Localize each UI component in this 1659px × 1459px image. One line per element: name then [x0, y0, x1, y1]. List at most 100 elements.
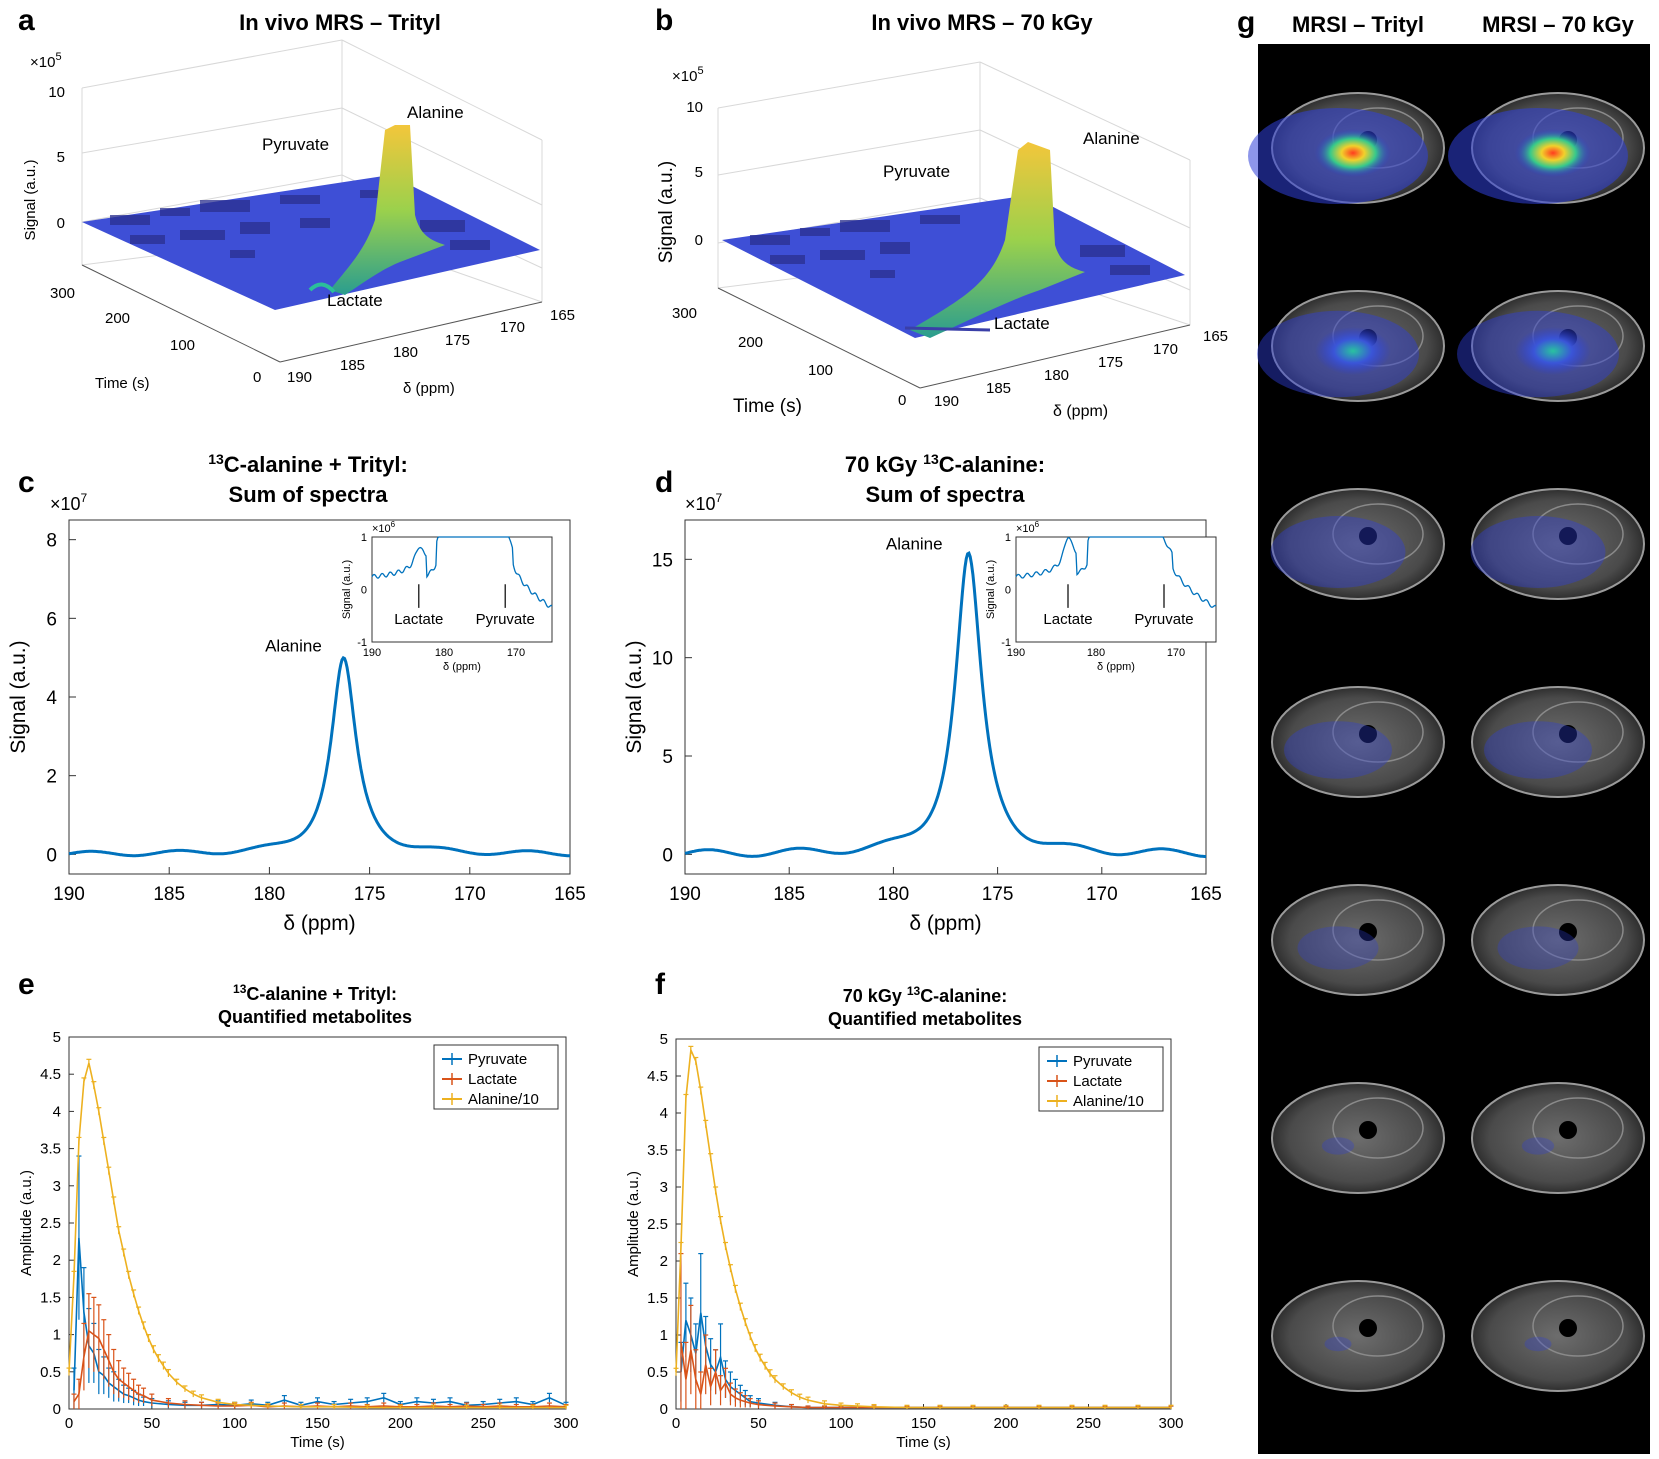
- panel-e-title-line1: 13C-alanine + Trityl:: [233, 982, 397, 1004]
- panel-c-inset-box: [371, 536, 553, 643]
- panel-c-y-tick-label: 0: [46, 845, 57, 866]
- panel-d-inset-line: [1015, 536, 1217, 609]
- panel-c-inset-x-tick: 180: [435, 647, 453, 659]
- panel-f-y-tick-label: 3.5: [647, 1142, 668, 1159]
- panel-a-alanine-peak: [330, 125, 445, 295]
- panel-e-series-lactate: [73, 1329, 567, 1408]
- panel-d-inset-label-pyruvate: Pyruvate: [1134, 611, 1193, 628]
- panel-f-title-line2: Quantified metabolites: [828, 1009, 1022, 1029]
- panel-c-x-tick-label: 180: [254, 884, 286, 905]
- panel-a-z-label: Signal (a.u.): [22, 160, 39, 241]
- panel-c-title-line2: Sum of spectra: [229, 482, 389, 507]
- panel-d-inset-box: [1015, 536, 1217, 643]
- panel-d-x-tick-label: 180: [878, 884, 910, 905]
- panel-f-y-tick-label: 1.5: [647, 1290, 668, 1307]
- panel-b-time-tick: 0: [898, 392, 906, 409]
- panel-c-plot: 190 185 180 175 170 165 0 2 4 6 8 δ (ppm) Signal (a.…: [7, 519, 586, 935]
- panel-a-z-tick: 0: [57, 215, 65, 232]
- panel-f-y-label: Amplitude (a.u.): [625, 1171, 642, 1277]
- panel-e-y-tick-label: 4: [53, 1103, 61, 1120]
- panel-c-inset: 190 180 170 1 0 -1 ×106 δ (ppm) Signal (a.u.) Lac…: [341, 520, 553, 673]
- panel-a-ppm-tick: 180: [393, 344, 418, 361]
- mrsi-organ-outline: [1532, 701, 1624, 763]
- panel-b-title: In vivo MRS – 70 kGy: [871, 10, 1093, 35]
- panel-f-y-tick-label: 1: [660, 1327, 668, 1344]
- panel-b-label-alanine: Alanine: [1083, 129, 1140, 148]
- panel-d-y-tick-label: 15: [652, 550, 673, 571]
- mrsi-overlay-trityl: [1297, 926, 1379, 970]
- panel-d-y-tick-label: 10: [652, 649, 673, 670]
- panel-e-x-tick-label: 50: [143, 1415, 160, 1432]
- panel-d-x-tick-label: 185: [773, 884, 805, 905]
- panel-d-inset-x-tick: 180: [1087, 647, 1105, 659]
- mrsi-hotspot-trityl: [1315, 129, 1391, 177]
- mrsi-overlay-70kgy: [1484, 721, 1592, 779]
- mrsi-col-title-trityl: MRSI – Trityl: [1292, 12, 1424, 37]
- panel-f-x-tick-label: 50: [750, 1415, 767, 1432]
- panel-f-x-tick-label: 200: [993, 1415, 1018, 1432]
- panel-a-ppm-tick: 165: [550, 307, 575, 324]
- mrsi-organ-outline: [1532, 899, 1624, 961]
- mrsi-organ-outline: [1532, 503, 1624, 565]
- mrsi-overlay-70kgy: [1497, 926, 1579, 970]
- mrsi-overlay-trityl: [1270, 516, 1406, 588]
- panel-b-ppm-tick: 180: [1044, 367, 1069, 384]
- panel-a-ppm-tick: 185: [340, 357, 365, 374]
- panel-d-title-line1: 70 kGy 13C-alanine:: [845, 451, 1045, 477]
- panel-e-y-tick-label: 2: [53, 1252, 61, 1269]
- panel-d-inset: 190 180 170 1 0 -1 ×106 δ (ppm) Signal (a.u.) Lac…: [985, 520, 1217, 673]
- panel-f-series-pyruvate: [680, 1312, 1171, 1409]
- panel-label-f: f: [655, 968, 666, 1001]
- panel-d-title-line2: Sum of spectra: [866, 482, 1026, 507]
- panel-e-legend-label-alanine-10: Alanine/10: [468, 1091, 539, 1108]
- panel-f-x-tick-label: 100: [828, 1415, 853, 1432]
- mrsi-overlay-trityl: [1284, 721, 1392, 779]
- panel-f-x-tick-label: 150: [911, 1415, 936, 1432]
- panel-f-legend-label-pyruvate: Pyruvate: [1073, 1053, 1132, 1070]
- mrsi-slice-70kgy: [1471, 1082, 1645, 1194]
- panel-f-y-tick-label: 4: [660, 1105, 668, 1122]
- panel-c-inset-label-lactate: Lactate: [394, 611, 443, 628]
- panel-f-y-tick-label: 4.5: [647, 1068, 668, 1085]
- panel-e-x-tick-label: 200: [388, 1415, 413, 1432]
- panel-c-x-tick-label: 165: [554, 884, 586, 905]
- panel-d-spectrum-line: [684, 551, 1207, 859]
- panel-label-g: g: [1237, 6, 1255, 39]
- panel-c-x-tick-label: 175: [354, 884, 386, 905]
- mrsi-slice-trityl: [1271, 488, 1445, 600]
- panel-c-inset-x-tick: 190: [363, 647, 381, 659]
- panel-f-y-tick-label: 2: [660, 1253, 668, 1270]
- mrsi-vessel: [1559, 923, 1577, 941]
- panel-e-x-tick-label: 100: [222, 1415, 247, 1432]
- panel-a-time-tick: 100: [170, 337, 195, 354]
- panel-f-title-line1: 70 kGy 13C-alanine:: [843, 984, 1007, 1006]
- panel-c-x-tick-label: 170: [454, 884, 486, 905]
- panel-e-y-tick-label: 0: [53, 1401, 61, 1418]
- panel-a-z-exponent: ×105: [30, 51, 62, 71]
- panel-d-inset-exponent: ×106: [1016, 520, 1040, 535]
- panel-d-x-label: δ (ppm): [909, 912, 981, 935]
- panel-c-spectrum-line: [68, 655, 570, 858]
- panel-c-x-tick-label: 185: [153, 884, 185, 905]
- panel-f-x-tick-label: 0: [672, 1415, 680, 1432]
- panel-e-x-tick-label: 300: [553, 1415, 578, 1432]
- panel-d-inset-x-tick: 190: [1007, 647, 1025, 659]
- panel-b-z-tick: 0: [695, 232, 703, 249]
- panel-b-ppm-tick: 185: [986, 380, 1011, 397]
- panel-c-inset-x-label: δ (ppm): [443, 661, 481, 673]
- panel-f-x-tick-label: 250: [1076, 1415, 1101, 1432]
- mrsi-hotspot-70kgy: [1515, 129, 1591, 177]
- panel-c-inset-y-tick: -1: [357, 637, 367, 649]
- panel-d-x-tick-label: 190: [669, 884, 701, 905]
- panel-f-y-tick-label: 2.5: [647, 1216, 668, 1233]
- panel-d-inset-x-label: δ (ppm): [1097, 661, 1135, 673]
- mrsi-vessel: [1359, 1319, 1377, 1337]
- panel-e-x-tick-label: 250: [471, 1415, 496, 1432]
- mrsi-hotspot-70kgy: [1515, 327, 1591, 375]
- panel-a-time-tick: 200: [105, 310, 130, 327]
- mrsi-overlay-trityl: [1321, 1137, 1355, 1155]
- panel-d-inset-y-tick: 1: [1005, 532, 1011, 544]
- panel-label-b: b: [655, 4, 673, 37]
